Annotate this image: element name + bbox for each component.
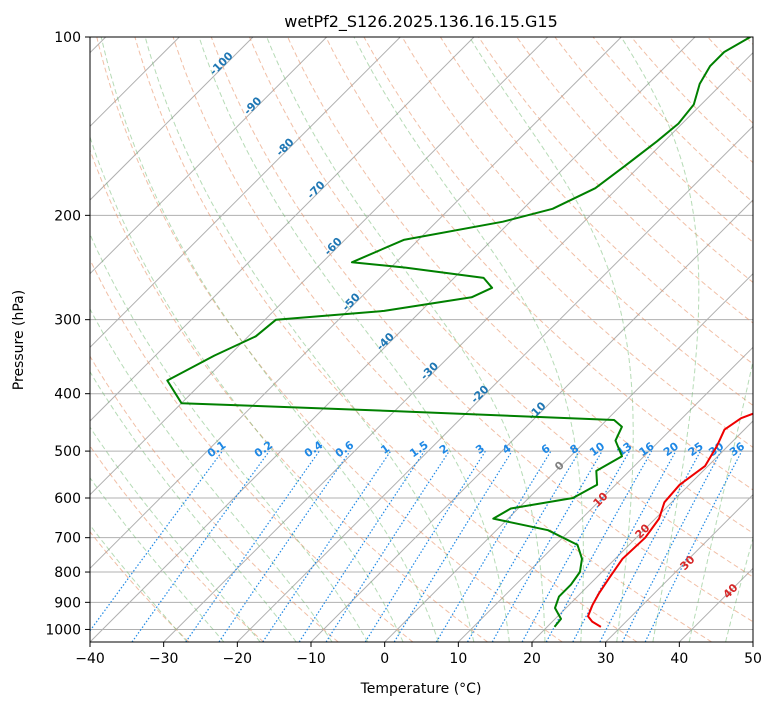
y-tick-label: 200 [54, 208, 81, 224]
dry-adiabat-line [363, 37, 753, 448]
y-tick-label: 400 [54, 387, 81, 403]
dry-adiabat-line [90, 530, 190, 642]
y-axis-title: Pressure (hPa) [11, 290, 27, 390]
mixing-ratio-line [545, 450, 653, 642]
mixing-ratio-line [90, 450, 223, 632]
y-tick-label: 300 [54, 313, 81, 329]
moist-adiabat-line [469, 37, 634, 642]
dry-adiabat-line [516, 37, 753, 284]
isotherm-line [236, 125, 753, 642]
isotherm-line [90, 37, 696, 642]
x-tick-label: 0 [380, 651, 389, 667]
mixing-ratio-line [298, 450, 425, 642]
isotherm-line [163, 51, 753, 642]
moist-adiabat-line [725, 536, 753, 642]
moist-adiabat-line [688, 358, 753, 642]
moist-adiabat-line [90, 135, 404, 642]
x-tick-label: 40 [670, 651, 688, 667]
moist-adiabat-line [198, 37, 510, 642]
dewpoint-profile-line [166, 37, 751, 628]
isotherm-line [605, 493, 753, 642]
x-tick-label: −20 [223, 651, 253, 667]
x-tick-label: 10 [449, 651, 467, 667]
y-tick-label: 1000 [45, 622, 81, 638]
y-tick-label: 900 [54, 595, 81, 611]
mixing-ratio-line [262, 450, 392, 642]
dry-adiabat-line [90, 148, 488, 642]
dry-adiabat-line [210, 37, 753, 623]
moist-adiabat-line [90, 426, 261, 642]
mixing-ratio-line [364, 450, 486, 642]
moist-adiabat-line [266, 37, 546, 642]
x-tick-label: −10 [296, 651, 326, 667]
isotherm-line [457, 346, 753, 642]
x-tick-label: 20 [523, 651, 541, 667]
y-tick-label: 100 [54, 30, 81, 46]
dry-adiabat-line [401, 37, 753, 407]
dry-adiabat-line [287, 37, 753, 534]
moist-adiabat-line [353, 37, 584, 642]
isotherm-line [310, 199, 753, 642]
mixing-ratio-line [599, 450, 702, 642]
dry-adiabat-line [172, 37, 712, 642]
y-tick-label: 800 [54, 565, 81, 581]
y-tick-label: 700 [54, 531, 81, 547]
dry-adiabat-line [325, 37, 753, 491]
moist-adiabat-line [620, 37, 700, 642]
mixing-ratio-line [435, 450, 552, 642]
moist-adiabat-line [100, 37, 439, 642]
isotherm-line [90, 37, 254, 201]
isotherm-line [90, 37, 475, 422]
y-tick-label: 500 [54, 444, 81, 460]
dry-adiabat-line [90, 355, 339, 642]
mixing-ratio-line [572, 450, 677, 642]
moist-adiabat-line [90, 308, 333, 642]
isotherm-line [384, 272, 753, 642]
moist-adiabat-line [90, 232, 369, 642]
mixing-ratio-line [393, 450, 513, 642]
x-tick-label: 30 [597, 651, 615, 667]
mixing-ratio-line [185, 450, 320, 642]
x-tick-label: 50 [744, 651, 762, 667]
axes: −40 −30 −20 −10 0 10 20 30 40 50 100 200 300 400 500 60… [45, 30, 762, 667]
dry-adiabat-line [592, 37, 753, 204]
x-tick-label: −40 [75, 651, 105, 667]
chart-title: wetPf2_S126.2025.136.16.15.G15 [284, 12, 558, 32]
mixing-ratio-line [131, 450, 270, 642]
dry-adiabat-line [249, 37, 753, 578]
dry-adiabat-line [134, 37, 638, 642]
plot-frame [89, 36, 754, 643]
isotherm-line [531, 420, 753, 642]
isotherm-line [90, 37, 328, 275]
moist-adiabat-line [144, 37, 475, 642]
mixing-ratio-line [644, 450, 743, 642]
isotherm-line [90, 37, 549, 496]
x-axis-title: Temperature (°C) [360, 681, 482, 697]
mixing-ratio-line [325, 450, 450, 642]
x-tick-label: −30 [149, 651, 179, 667]
mixing-ratio-line [521, 450, 631, 642]
dry-adiabat-line [478, 37, 753, 324]
isotherm-line [90, 37, 622, 570]
mixing-ratio-line [621, 450, 722, 642]
mixing-ratio-line [218, 450, 351, 642]
moist-adiabat-line [90, 476, 225, 642]
y-tick-label: 600 [54, 491, 81, 507]
temperature-profile-line [587, 412, 753, 628]
